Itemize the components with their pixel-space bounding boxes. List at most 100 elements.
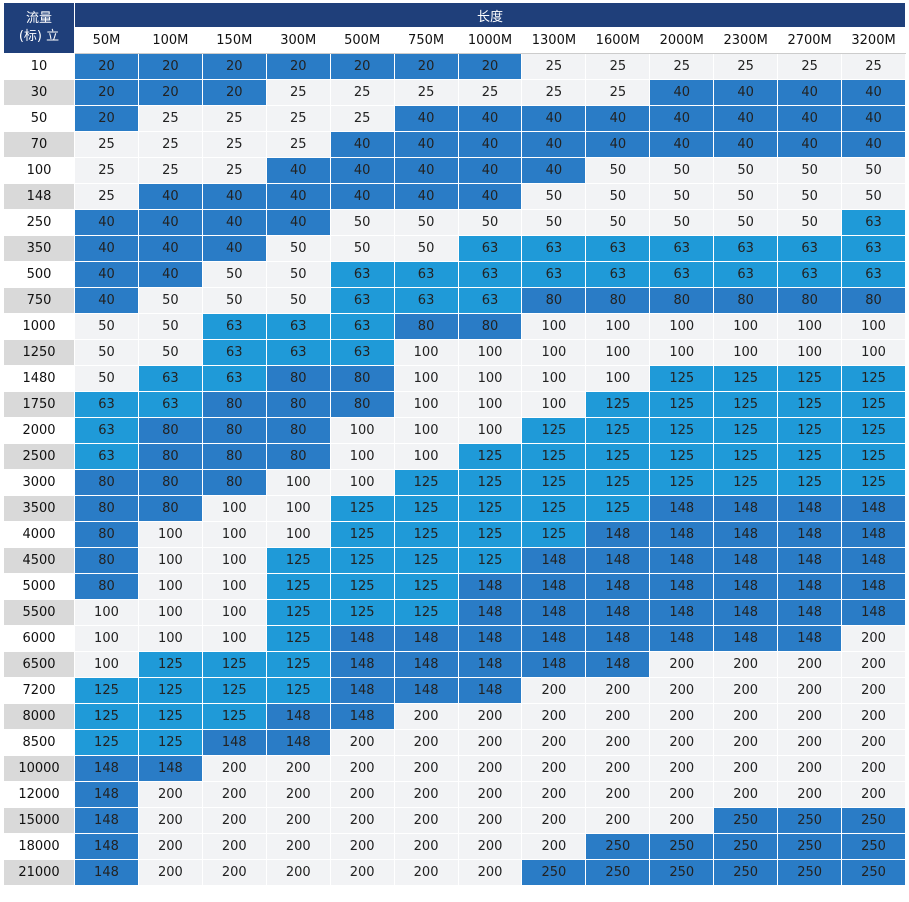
row-label: 5000	[3, 573, 75, 600]
cell: 40	[329, 157, 395, 184]
cell: 100	[393, 365, 459, 392]
row-label: 500	[3, 261, 75, 288]
cell: 63	[457, 235, 523, 262]
cell: 80	[74, 547, 139, 574]
cell: 148	[521, 625, 587, 652]
cell: 200	[137, 833, 203, 860]
table-row: 1250 50 50 63 63 63 100 100 100 100 100 100 100 100	[3, 339, 906, 366]
cell: 50	[841, 183, 906, 210]
cell: 63	[777, 235, 843, 262]
cell: 125	[521, 495, 587, 522]
cell: 63	[457, 261, 523, 288]
column-header: 100M	[137, 27, 203, 54]
cell: 100	[201, 599, 267, 626]
cell: 50	[649, 209, 715, 236]
row-label: 1250	[3, 339, 75, 366]
cell: 25	[265, 79, 331, 106]
cell: 125	[329, 495, 395, 522]
table-row: 6500 100 125 125 125 148 148 148 148 148 200 200 200…	[3, 651, 906, 678]
cell: 148	[585, 573, 651, 600]
cell: 40	[265, 209, 331, 236]
cell: 40	[777, 79, 843, 106]
cell: 50	[713, 157, 779, 184]
row-label: 8500	[3, 729, 75, 756]
cell: 125	[521, 521, 587, 548]
cell: 148	[74, 859, 139, 886]
cell: 125	[457, 443, 523, 470]
cell: 25	[74, 131, 139, 158]
cell: 63	[265, 339, 331, 366]
cell: 80	[585, 287, 651, 314]
cell: 40	[393, 105, 459, 132]
cell: 125	[265, 599, 331, 626]
cell: 100	[777, 339, 843, 366]
cell: 100	[585, 365, 651, 392]
cell: 80	[201, 391, 267, 418]
row-label: 8000	[3, 703, 75, 730]
cell: 200	[457, 807, 523, 834]
table-row: 8000 125 125 125 148 148 200 200 200 200 200 200 200…	[3, 703, 906, 730]
cell: 200	[521, 703, 587, 730]
column-header: 1000M	[457, 27, 523, 54]
cell: 25	[74, 157, 139, 184]
cell: 100	[201, 547, 267, 574]
cell: 200	[393, 807, 459, 834]
cell: 50	[137, 313, 203, 340]
cell: 200	[521, 833, 587, 860]
cell: 40	[265, 183, 331, 210]
cell: 200	[457, 859, 523, 886]
row-label: 350	[3, 235, 75, 262]
cell: 100	[841, 339, 906, 366]
cell: 100	[457, 391, 523, 418]
cell: 40	[521, 131, 587, 158]
cell: 148	[74, 807, 139, 834]
cell: 40	[457, 131, 523, 158]
cell: 40	[201, 209, 267, 236]
cell: 100	[137, 625, 203, 652]
cell: 200	[329, 859, 395, 886]
cell: 148	[777, 521, 843, 548]
cell: 200	[329, 755, 395, 782]
column-header: 500M	[329, 27, 395, 54]
cell: 200	[777, 651, 843, 678]
table-row: 15000 148 200 200 200 200 200 200 200 200 200 250 25…	[3, 807, 906, 834]
cell: 25	[585, 79, 651, 106]
cell: 63	[201, 365, 267, 392]
cell: 200	[137, 781, 203, 808]
table-row: 12000 148 200 200 200 200 200 200 200 200 200 200 20…	[3, 781, 906, 808]
table-row: 30 20 20 20 25 25 25 25 25 25 40 40 40 40	[3, 79, 906, 106]
table-row: 148 25 40 40 40 40 40 40 50 50 50 50 50 50	[3, 183, 906, 210]
cell: 148	[201, 729, 267, 756]
cell: 100	[393, 443, 459, 470]
cell: 50	[649, 183, 715, 210]
cell: 20	[329, 53, 395, 80]
cell: 63	[841, 209, 906, 236]
cell: 148	[649, 521, 715, 548]
cell: 63	[201, 313, 267, 340]
cell: 125	[841, 443, 906, 470]
cell: 200	[329, 833, 395, 860]
cell: 148	[329, 677, 395, 704]
cell: 148	[713, 599, 779, 626]
cell: 125	[841, 417, 906, 444]
cell: 40	[201, 235, 267, 262]
cell: 50	[713, 209, 779, 236]
cell: 40	[393, 157, 459, 184]
cell: 100	[521, 365, 587, 392]
cell: 125	[521, 417, 587, 444]
cell: 40	[713, 79, 779, 106]
cell: 148	[585, 625, 651, 652]
cell: 100	[457, 365, 523, 392]
cell: 200	[265, 781, 331, 808]
cell: 50	[201, 261, 267, 288]
row-label: 1750	[3, 391, 75, 418]
cell: 125	[649, 365, 715, 392]
table-row: 6000 100 100 100 125 148 148 148 148 148 148 148 148…	[3, 625, 906, 652]
cell: 50	[585, 157, 651, 184]
cell: 200	[649, 729, 715, 756]
cell: 50	[777, 183, 843, 210]
table-row: 1750 63 63 80 80 80 100 100 100 125 125 125 125 125	[3, 391, 906, 418]
cell: 80	[393, 313, 459, 340]
cell: 200	[713, 755, 779, 782]
cell: 25	[457, 79, 523, 106]
